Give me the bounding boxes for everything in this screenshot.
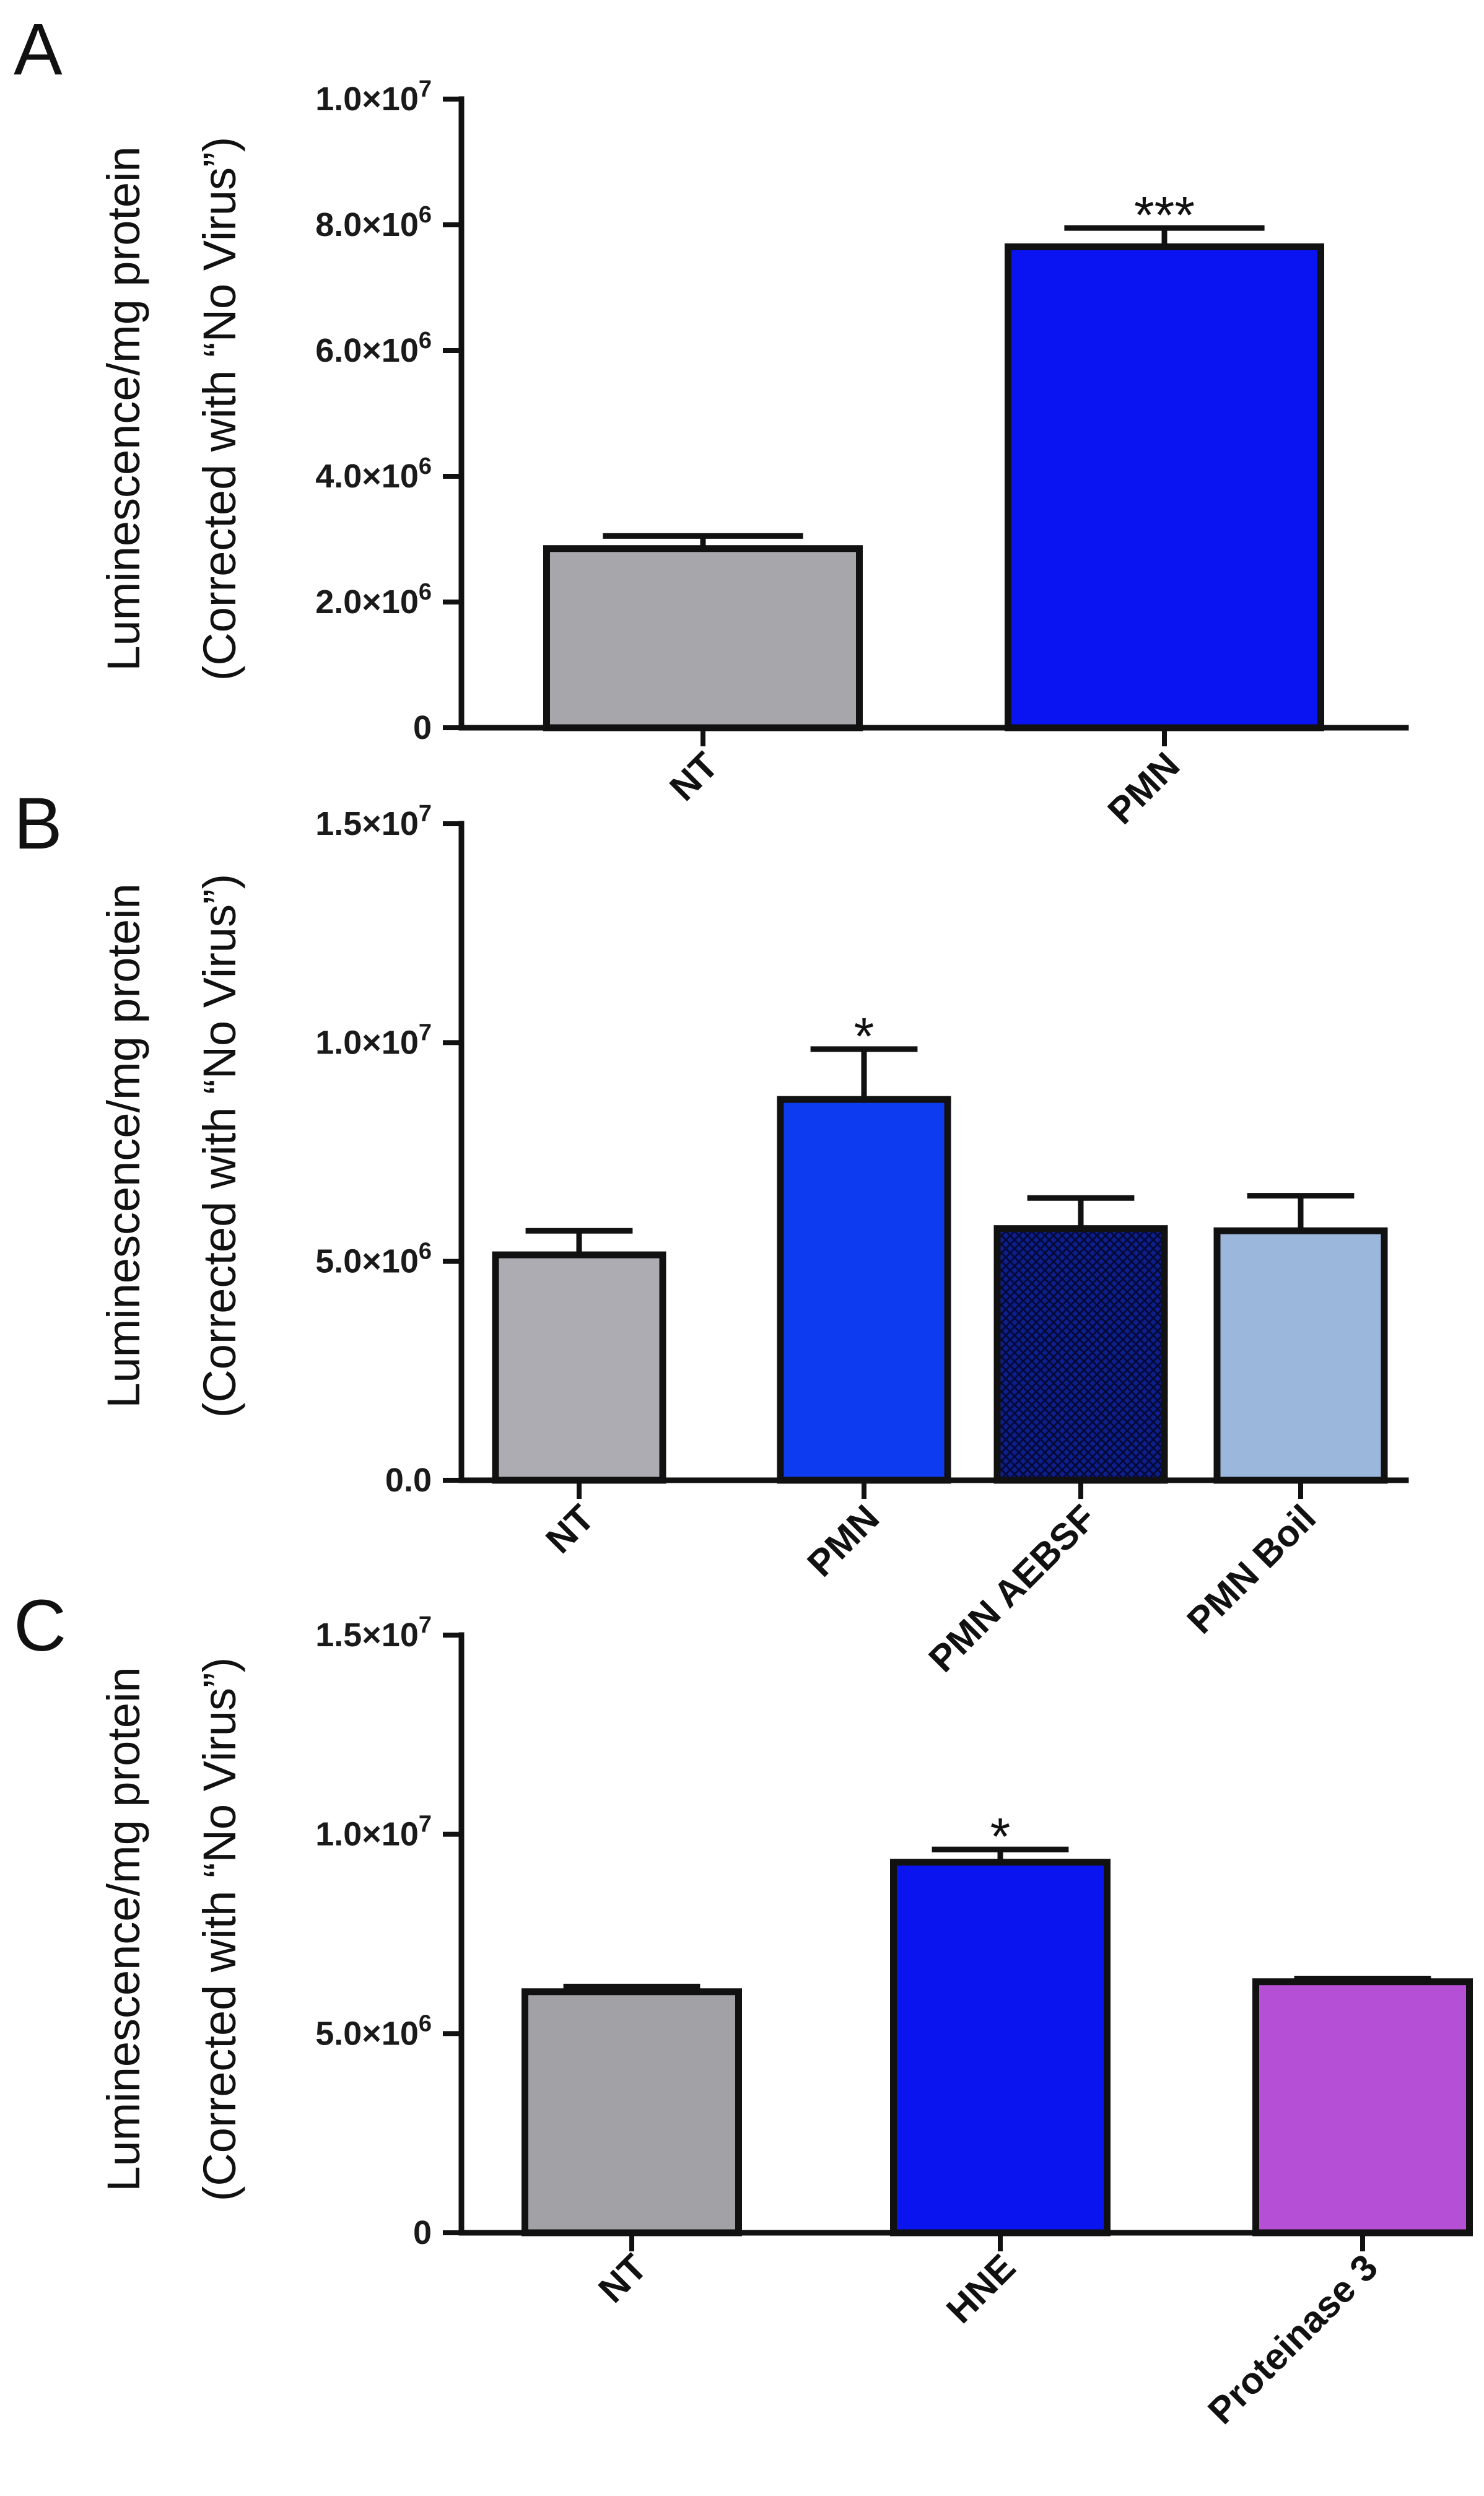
y-axis-label: Luminescence/mg protein	[98, 883, 149, 1408]
y-tick-label: 8.0×106	[315, 202, 432, 243]
bar-nt	[492, 1251, 666, 1484]
bar-pmn-boil	[1213, 1227, 1388, 1484]
panel-b: B Luminescence/mg protein (Corrected with …	[14, 783, 1409, 1680]
y-axis-label: Luminescence/mg protein	[98, 146, 149, 671]
y-axis-label: Luminescence/mg protein	[98, 1667, 149, 2191]
bar-pmn	[1005, 243, 1324, 731]
bar-hne	[890, 1859, 1111, 2236]
x-category-label: PMN Boil	[1179, 1497, 1324, 1642]
bar-pmn	[777, 1096, 951, 1484]
y-tick-label: 0.0	[385, 1462, 432, 1499]
y-tick-label: 0	[413, 709, 432, 746]
x-category-label: NT	[661, 744, 726, 809]
x-category-label: NT	[590, 2246, 655, 2311]
panel-letter: C	[14, 1585, 66, 1667]
significance-marker: ***	[1134, 186, 1195, 244]
y-tick-label: 0	[413, 2214, 432, 2251]
y-tick-label: 1.0×107	[315, 76, 432, 118]
bar-pmn-aebsf	[993, 1225, 1168, 1484]
panel-c: C Luminescence/mg protein (Corrected with …	[14, 1585, 1473, 2432]
x-category-label: Proteinase 3	[1200, 2246, 1386, 2432]
bar-proteinase-3	[1252, 1978, 1473, 2236]
x-category-label: PMN AEBSF	[921, 1497, 1104, 1680]
x-category-label: HNE	[938, 2246, 1023, 2331]
y-tick-label: 1.0×107	[315, 1812, 432, 1853]
y-tick-label: 5.0×106	[315, 2010, 432, 2052]
panel-letter: A	[14, 9, 63, 90]
x-category-label: PMN	[800, 1497, 888, 1585]
significance-marker: *	[990, 1807, 1011, 1865]
y-tick-label: 5.0×106	[315, 1239, 432, 1280]
x-category-label: NT	[538, 1497, 602, 1561]
panel-a: A Luminescence/mg protein (Corrected with …	[14, 9, 1409, 832]
bar-nt	[522, 1988, 742, 2236]
y-axis-label-secondary: (Corrected with “No Virus”)	[194, 874, 245, 1418]
y-axis-label-secondary: (Corrected with “No Virus”)	[194, 1657, 245, 2202]
y-tick-label: 1.0×107	[315, 1019, 432, 1061]
significance-marker: *	[854, 1007, 875, 1065]
y-tick-label: 1.5×107	[315, 801, 432, 842]
y-tick-label: 4.0×106	[315, 453, 432, 495]
bar-nt	[543, 545, 863, 731]
y-tick-label: 2.0×106	[315, 579, 432, 621]
panel-letter: B	[14, 783, 63, 865]
y-axis-label-secondary: (Corrected with “No Virus”)	[194, 137, 245, 681]
y-tick-label: 6.0×106	[315, 328, 432, 369]
x-category-label: PMN	[1100, 744, 1188, 832]
y-tick-label: 1.5×107	[315, 1612, 432, 1654]
